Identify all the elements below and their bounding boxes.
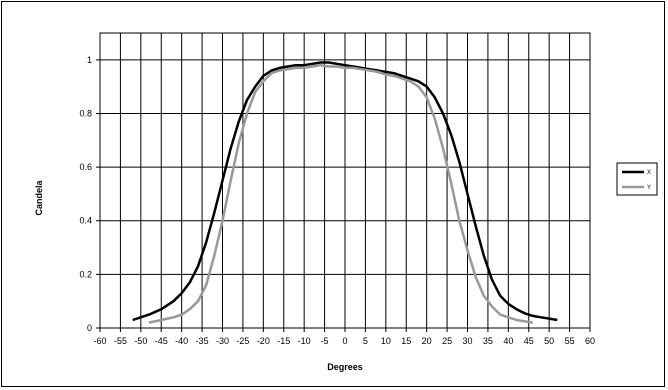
x-tick-label: -25 (236, 336, 249, 346)
series-lines (132, 61, 558, 324)
x-tick-label: -30 (216, 336, 229, 346)
x-tick-label: 55 (565, 336, 575, 346)
x-tick-label: -45 (155, 336, 168, 346)
x-tick-label: 40 (503, 336, 513, 346)
x-tick-label: 0 (342, 336, 347, 346)
x-tick-label: 20 (422, 336, 432, 346)
tick-labels: -60 -55 -50 -45 -40 -35 -30 -25 -20 -15 -10 -5 0 5 10 1… (79, 55, 595, 346)
y-tick-label: 0.6 (79, 162, 92, 172)
x-tick-label: 30 (462, 336, 472, 346)
x-tick-label: -10 (298, 336, 311, 346)
x-tick-label: -40 (175, 336, 188, 346)
legend-label-y: Y (647, 185, 651, 191)
x-tick-label: -55 (114, 336, 127, 346)
x-tick-label: 45 (524, 336, 534, 346)
y-tick-label: 0.8 (79, 108, 92, 118)
y-tick-label: 0.4 (79, 216, 92, 226)
y-tick-label: 0.2 (79, 269, 92, 279)
plot-area-border (99, 32, 591, 329)
y-axis-title: Candela (34, 180, 44, 216)
y-tick-label: 0 (87, 323, 92, 333)
x-tick-label: 10 (381, 336, 391, 346)
legend-label-x: X (647, 170, 651, 176)
x-tick-label: -5 (321, 336, 329, 346)
x-tick-label: 60 (585, 336, 595, 346)
legend: X Y (616, 162, 658, 196)
x-tick-label: -35 (196, 336, 209, 346)
x-tick-label: -60 (93, 336, 106, 346)
x-axis-title: Degrees (327, 362, 363, 372)
grid-lines (96, 33, 591, 332)
x-tick-label: -20 (257, 336, 270, 346)
series-line-x (132, 61, 558, 322)
series-line-y (148, 63, 533, 324)
y-tick-label: 1 (87, 55, 92, 65)
x-tick-label: 35 (483, 336, 493, 346)
x-tick-label: -50 (134, 336, 147, 346)
legend-box (616, 162, 658, 196)
x-tick-label: -15 (277, 336, 290, 346)
x-tick-label: 5 (363, 336, 368, 346)
x-tick-label: 15 (401, 336, 411, 346)
x-tick-label: 50 (544, 336, 554, 346)
x-tick-label: 25 (442, 336, 452, 346)
